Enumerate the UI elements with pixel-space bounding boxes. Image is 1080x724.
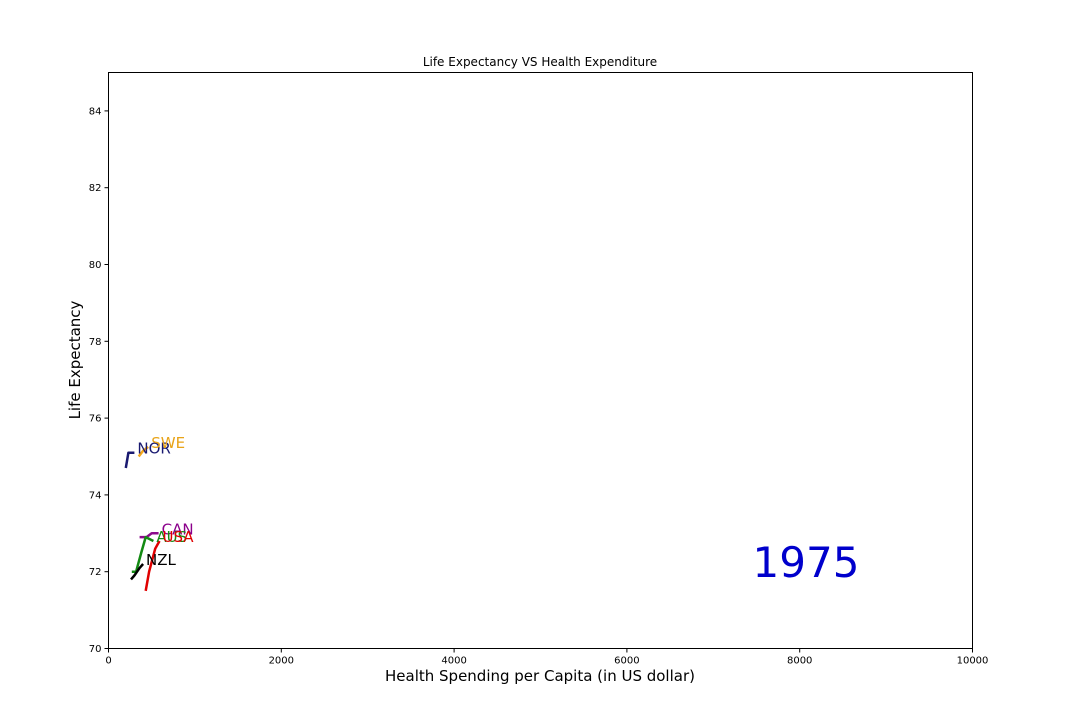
x-tick-label: 4000 <box>441 656 466 667</box>
year-annotation: 1975 <box>753 538 860 587</box>
series-label-usa: USA <box>162 528 194 546</box>
x-tick-label: 2000 <box>269 656 294 667</box>
series-line-nzl <box>130 563 145 581</box>
series-layer <box>124 445 161 592</box>
y-tick-label: 70 <box>89 644 102 655</box>
series-line-can <box>139 532 159 539</box>
series-line-nor <box>124 451 135 469</box>
y-tick-label: 80 <box>89 260 102 271</box>
plot-area <box>108 72 973 649</box>
series-label-aus: AUS <box>156 528 187 546</box>
y-tick-label: 74 <box>89 490 102 501</box>
x-tick-label: 8000 <box>787 656 812 667</box>
chart-title: Life Expectancy VS Health Expenditure <box>423 55 657 69</box>
y-tick-label: 72 <box>89 567 102 578</box>
series-label-nzl: NZL <box>146 551 176 569</box>
x-tick-label: 0 <box>105 656 111 667</box>
x-axis-label: Health Spending per Capita (in US dollar… <box>385 667 695 685</box>
series-line-usa <box>144 540 161 592</box>
series-line-aus <box>131 535 154 573</box>
y-tick-label: 78 <box>89 337 102 348</box>
y-tick-label: 76 <box>89 414 102 425</box>
series-label-can: CAN <box>162 520 194 538</box>
plot-frame <box>108 72 973 649</box>
y-tick-label: 82 <box>89 183 102 194</box>
series-label-nor: NOR <box>137 440 170 458</box>
series-line-swe <box>137 445 149 458</box>
x-axis: 0 2000 4000 6000 8000 10000 <box>105 648 989 667</box>
y-axis: 70 72 74 76 78 80 82 84 <box>89 106 109 655</box>
series-label-swe: SWE <box>151 434 185 452</box>
y-axis-label: Life Expectancy <box>66 300 84 419</box>
x-tick-label: 6000 <box>614 656 639 667</box>
y-tick-label: 84 <box>89 106 102 117</box>
x-tick-label: 10000 <box>957 656 989 667</box>
